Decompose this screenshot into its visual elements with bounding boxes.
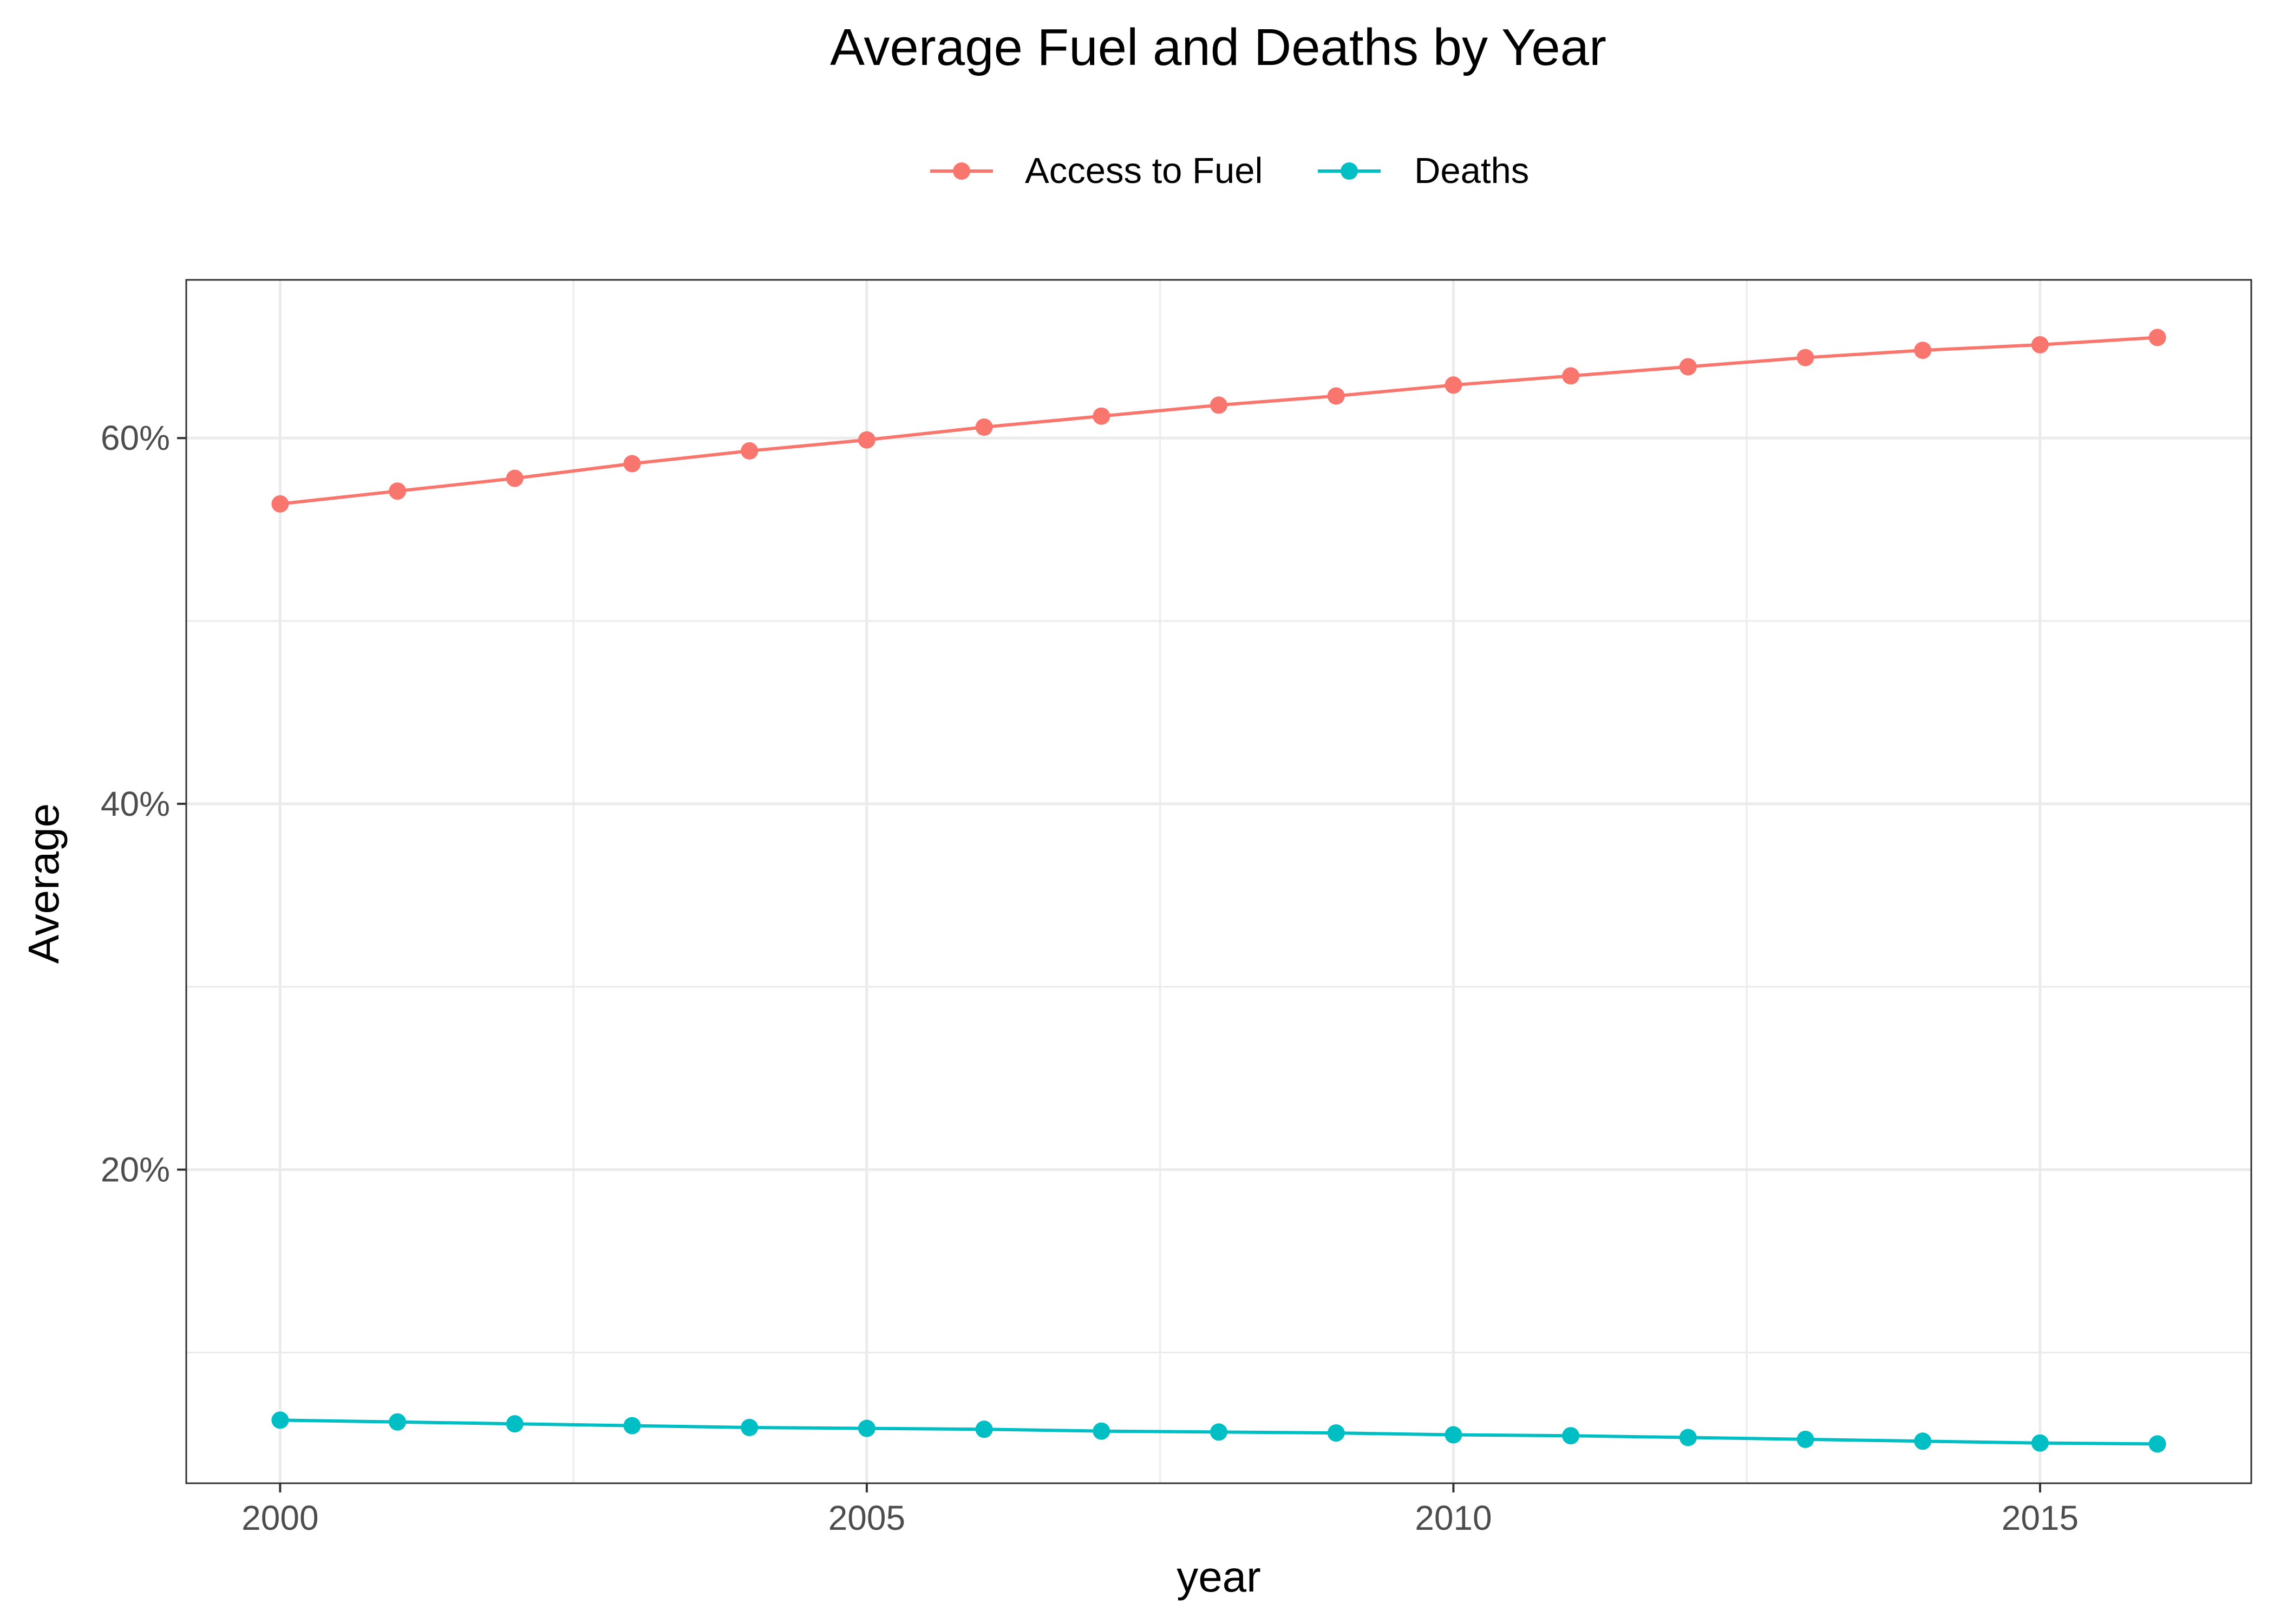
y-tick-label: 60% — [101, 418, 170, 457]
data-point-access-to-fuel — [1796, 349, 1814, 366]
data-point-deaths — [858, 1419, 875, 1437]
data-point-access-to-fuel — [2031, 336, 2049, 353]
data-point-deaths — [623, 1417, 641, 1435]
legend-label-access-to-fuel: Access to Fuel — [1025, 150, 1263, 191]
data-point-access-to-fuel — [1327, 387, 1345, 405]
data-point-deaths — [1914, 1432, 1932, 1450]
data-point-access-to-fuel — [1093, 407, 1110, 425]
legend-item-access-to-fuel: Access to Fuel — [930, 150, 1263, 191]
legend-label-deaths: Deaths — [1414, 150, 1529, 191]
y-tick-label: 40% — [101, 784, 170, 823]
data-point-access-to-fuel — [741, 442, 759, 460]
data-point-deaths — [389, 1413, 407, 1431]
data-point-deaths — [506, 1415, 524, 1433]
data-point-access-to-fuel — [2148, 329, 2166, 346]
data-point-access-to-fuel — [975, 418, 993, 436]
data-point-deaths — [741, 1419, 759, 1436]
x-tick-label: 2000 — [241, 1498, 318, 1537]
y-tick-label: 20% — [101, 1150, 170, 1189]
data-point-access-to-fuel — [1679, 358, 1697, 376]
data-point-access-to-fuel — [1445, 376, 1462, 394]
data-point-deaths — [1093, 1422, 1110, 1440]
legend-key-dot-access-to-fuel — [953, 162, 970, 180]
data-point-deaths — [1445, 1426, 1462, 1444]
data-point-deaths — [975, 1420, 993, 1438]
x-tick-label: 2005 — [828, 1498, 905, 1537]
data-point-deaths — [271, 1411, 289, 1429]
data-series — [271, 329, 2166, 1453]
data-point-access-to-fuel — [858, 431, 875, 449]
y-axis: 20% 40% 60% — [101, 418, 186, 1189]
x-axis: 2000 2005 2010 2015 — [241, 1483, 2079, 1537]
series-deaths — [271, 1411, 2166, 1453]
data-point-access-to-fuel — [271, 495, 289, 513]
legend-key-dot-deaths — [1341, 162, 1358, 180]
data-point-access-to-fuel — [506, 469, 524, 487]
data-point-deaths — [1327, 1424, 1345, 1442]
data-point-deaths — [2148, 1435, 2166, 1453]
legend: Access to Fuel Deaths — [930, 150, 1529, 191]
minor-gridlines — [186, 280, 2251, 1483]
plot-panel-border — [185, 279, 2252, 1484]
legend-item-deaths: Deaths — [1318, 150, 1529, 191]
series-access-to-fuel — [271, 329, 2166, 513]
data-point-deaths — [1210, 1423, 1227, 1441]
data-point-deaths — [1562, 1427, 1580, 1445]
data-point-access-to-fuel — [1914, 342, 1932, 359]
data-point-access-to-fuel — [623, 455, 641, 473]
data-point-deaths — [2031, 1434, 2049, 1452]
data-point-access-to-fuel — [1562, 367, 1580, 385]
major-gridlines — [186, 280, 2251, 1483]
x-axis-title: year — [1177, 1553, 1261, 1601]
data-point-access-to-fuel — [1210, 396, 1227, 414]
y-axis-title: Average — [19, 803, 68, 964]
chart-title: Average Fuel and Deaths by Year — [830, 18, 1606, 76]
data-point-deaths — [1796, 1430, 1814, 1448]
x-tick-label: 2015 — [2002, 1498, 2079, 1537]
x-tick-label: 2010 — [1415, 1498, 1492, 1537]
data-point-access-to-fuel — [389, 482, 407, 500]
data-point-deaths — [1679, 1429, 1697, 1446]
